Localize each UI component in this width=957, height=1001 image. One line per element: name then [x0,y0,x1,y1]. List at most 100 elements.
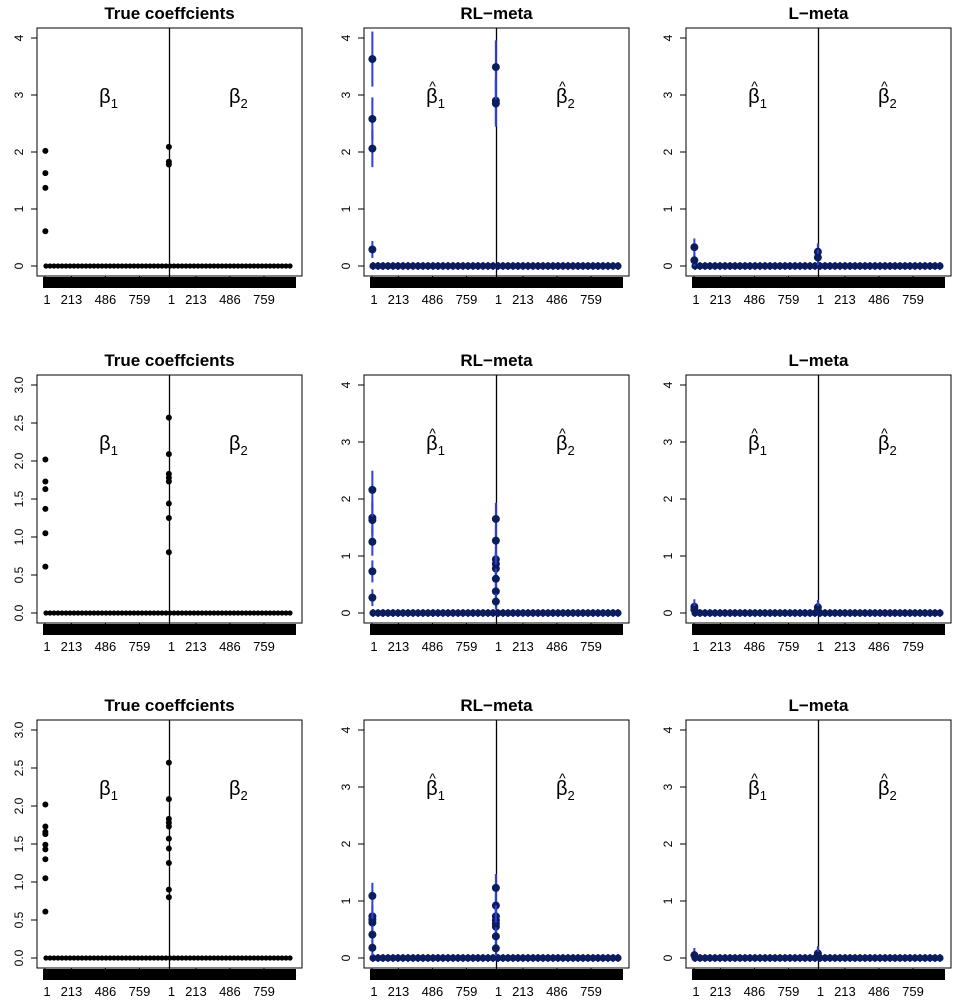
y-tick-label: 4 [339,34,353,41]
zero-point [524,954,532,962]
x-tick-label: 1 [495,984,502,999]
zero-point [251,263,257,269]
zero-point [119,955,125,961]
data-point [42,228,49,235]
zero-point [43,955,49,961]
zero-point [771,262,779,270]
x-rug [692,969,945,980]
zero-point [394,262,402,270]
zero-point [151,610,157,616]
zero-point [614,609,622,617]
y-tick-label: 2.0 [12,452,26,469]
zero-point [901,954,909,962]
y-tick-label: 0 [339,954,353,961]
zero-point [539,262,547,270]
zero-point [171,610,177,616]
zero-point [911,954,919,962]
zero-point [584,954,592,962]
data-point [491,514,500,523]
zero-point [746,954,754,962]
y-tick-label: 2 [12,148,26,155]
zero-point [494,262,502,270]
data-point [368,891,377,900]
zero-point [484,609,492,617]
x-tick-label: 486 [219,984,241,999]
zero-point [821,262,829,270]
zero-point [127,610,133,616]
x-tick-label: 213 [512,639,534,654]
zero-point [549,954,557,962]
zero-point [67,955,73,961]
panel-1: True coeffcients 0 1 2 3 4 1 213 486 759 1 213 486 75… [12,4,303,307]
zero-point [771,954,779,962]
zero-point [131,610,137,616]
beta-label-2: β2 [878,778,897,803]
x-tick-label: 759 [778,292,800,307]
zero-point [796,262,804,270]
zero-point [911,609,919,617]
zero-point [589,609,597,617]
y-tick-label: 1.0 [12,873,26,890]
y-tick-label: 2 [661,495,675,502]
zero-point [203,955,209,961]
zero-point [179,610,185,616]
zero-point [47,263,53,269]
zero-point [239,610,245,616]
data-point [165,451,172,458]
zero-point [87,610,93,616]
x-tick-label: 213 [710,984,732,999]
zero-point [731,262,739,270]
zero-point [609,262,617,270]
x-tick-label: 759 [456,292,478,307]
x-tick-label: 759 [902,292,924,307]
zero-point [171,955,177,961]
zero-point [594,262,602,270]
hat-mark: ^ [559,78,566,94]
zero-point [95,263,101,269]
zero-point [906,609,914,617]
panel-4: True coeffcients 0.0 0.5 1.0 1.5 2.0 2.5 3.0 1 21… [12,351,303,654]
data-point [165,143,172,150]
zero-point [861,262,869,270]
data-point [165,161,172,168]
zero-point [459,262,467,270]
zero-point [916,609,924,617]
y-tick-label: 3.0 [12,721,26,738]
zero-point [896,262,904,270]
data-point [368,943,377,952]
zero-point [604,262,612,270]
zero-point [574,609,582,617]
zero-point [841,954,849,962]
data-point [368,144,377,153]
zero-point [227,263,233,269]
zero-point [806,609,814,617]
data-point [165,515,172,521]
zero-point [219,610,225,616]
zero-point [519,954,527,962]
zero-point [539,954,547,962]
zero-point [143,610,149,616]
zero-point [283,955,289,961]
zero-point [609,954,617,962]
zero-point [781,262,789,270]
zero-point [801,609,809,617]
zero-point [103,263,109,269]
zero-point [259,955,265,961]
zero-point [155,263,161,269]
zero-point [404,954,412,962]
zero-point [786,262,794,270]
x-tick-label: 759 [129,292,151,307]
data-point [368,516,377,525]
zero-point [243,263,249,269]
data-point [491,932,500,941]
x-tick-label: 213 [185,292,207,307]
zero-point [275,610,281,616]
zero-point [414,609,422,617]
zero-point [369,609,377,617]
zero-point [846,954,854,962]
zero-point [95,955,101,961]
x-tick-label: 1 [168,292,175,307]
data-point [165,549,172,556]
